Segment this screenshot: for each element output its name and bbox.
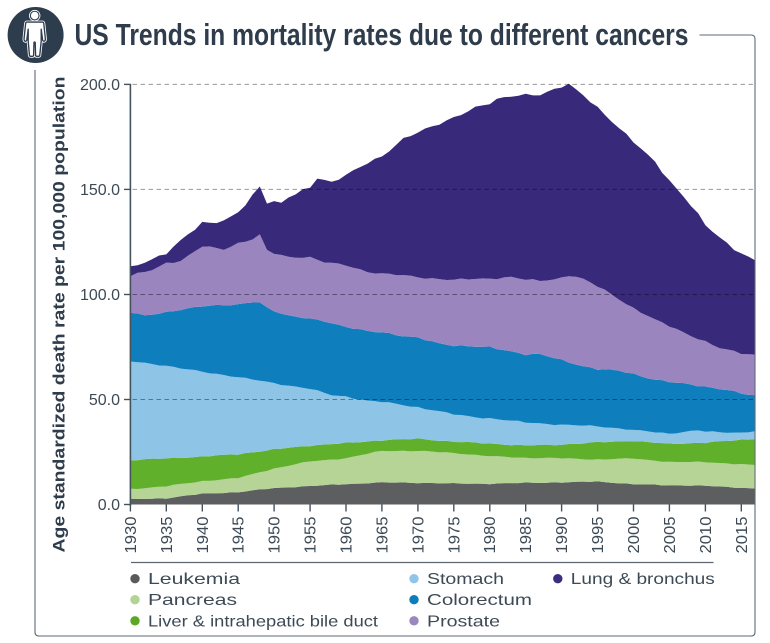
- svg-text:Age standardized death rate pe: Age standardized death rate per 100,000 …: [50, 76, 69, 552]
- svg-text:1940: 1940: [195, 516, 212, 553]
- svg-text:Prostate: Prostate: [427, 613, 500, 630]
- svg-text:1955: 1955: [303, 516, 320, 553]
- svg-text:1980: 1980: [482, 516, 499, 553]
- svg-text:Pancreas: Pancreas: [148, 592, 237, 609]
- svg-text:1945: 1945: [231, 516, 248, 553]
- svg-text:2010: 2010: [698, 516, 715, 553]
- svg-text:1985: 1985: [518, 516, 535, 553]
- svg-text:1970: 1970: [410, 516, 427, 553]
- svg-text:100.0: 100.0: [80, 287, 120, 304]
- svg-text:1935: 1935: [159, 516, 176, 553]
- svg-text:50.0: 50.0: [89, 392, 120, 409]
- svg-text:1990: 1990: [554, 516, 571, 553]
- svg-text:1965: 1965: [374, 516, 391, 553]
- svg-text:Colorectum: Colorectum: [427, 592, 532, 609]
- svg-text:US Trends in mortality rates d: US Trends in mortality rates due to diff…: [75, 17, 689, 52]
- svg-text:0.0: 0.0: [98, 497, 120, 514]
- svg-text:1950: 1950: [267, 516, 284, 553]
- svg-text:1960: 1960: [339, 516, 356, 553]
- svg-text:2000: 2000: [626, 516, 643, 553]
- svg-text:Liver & intrahepatic bile duct: Liver & intrahepatic bile duct: [148, 613, 379, 630]
- svg-text:Lung & bronchus: Lung & bronchus: [571, 571, 715, 588]
- svg-text:200.0: 200.0: [80, 77, 120, 94]
- svg-text:2005: 2005: [662, 516, 679, 553]
- svg-text:Leukemia: Leukemia: [148, 571, 240, 588]
- svg-text:Stomach: Stomach: [427, 571, 504, 588]
- svg-text:2015: 2015: [734, 516, 751, 553]
- svg-text:1930: 1930: [123, 516, 140, 553]
- svg-text:1975: 1975: [446, 516, 463, 553]
- svg-text:150.0: 150.0: [80, 182, 120, 199]
- svg-text:1995: 1995: [590, 516, 607, 553]
